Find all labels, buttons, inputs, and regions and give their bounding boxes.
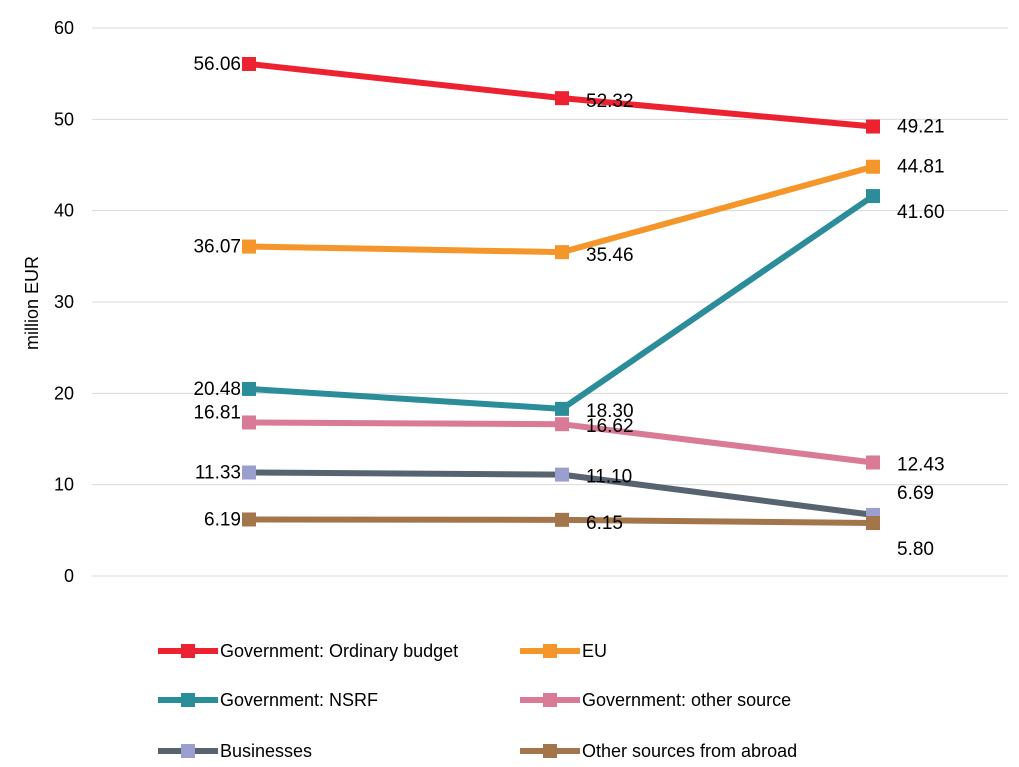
legend-swatch bbox=[158, 638, 218, 664]
legend-label: Government: other source bbox=[582, 689, 792, 710]
y-tick-label: 50 bbox=[54, 109, 74, 129]
legend: Government: Ordinary budget EU Government:… bbox=[0, 600, 1019, 767]
data-label-government-ordinary-budget: 49.21 bbox=[897, 117, 945, 138]
data-point-government-ordinary-budget bbox=[242, 56, 256, 71]
data-point-eu bbox=[866, 159, 880, 174]
data-point-government-other-source bbox=[242, 415, 256, 430]
legend-swatch bbox=[520, 687, 580, 713]
legend-label: Government: NSRF bbox=[220, 689, 379, 710]
y-tick-label: 20 bbox=[54, 383, 74, 403]
data-label-eu: 44.81 bbox=[897, 157, 945, 178]
data-label-other-sources-from-abroad: 5.80 bbox=[897, 539, 934, 560]
data-point-government-nsrf bbox=[866, 189, 880, 204]
data-label-government-other-source: 12.43 bbox=[897, 454, 945, 475]
data-point-government-ordinary-budget bbox=[555, 91, 569, 106]
data-label-government-nsrf: 18.30 bbox=[586, 401, 634, 422]
data-label-businesses: 11.33 bbox=[195, 463, 241, 484]
legend-item-businesses: Businesses bbox=[158, 738, 312, 764]
gridlines bbox=[92, 27, 1008, 577]
data-point-government-nsrf bbox=[555, 401, 569, 416]
data-point-government-nsrf bbox=[242, 381, 256, 396]
y-axis-title: million EUR bbox=[22, 256, 42, 350]
data-label-other-sources-from-abroad: 6.15 bbox=[586, 513, 623, 534]
legend-swatch bbox=[158, 687, 218, 713]
data-label-government-nsrf: 41.60 bbox=[897, 202, 945, 223]
data-label-businesses: 11.10 bbox=[586, 467, 632, 488]
data-label-government-ordinary-budget: 56.06 bbox=[193, 54, 241, 75]
data-point-other-sources-from-abroad bbox=[866, 516, 880, 531]
legend-item-eu: EU bbox=[520, 638, 607, 664]
legend-item-government-ordinary-budget: Government: Ordinary budget bbox=[158, 638, 458, 664]
data-point-businesses bbox=[555, 467, 569, 482]
data-label-government-other-source: 16.81 bbox=[193, 402, 241, 423]
data-label-businesses: 6.69 bbox=[897, 483, 934, 504]
data-labels: 56.06 52.32 49.21 36.07 35.46 44.81 20.48 18.30… bbox=[193, 54, 944, 560]
y-tick-label: 10 bbox=[54, 475, 74, 495]
data-label-government-ordinary-budget: 52.32 bbox=[586, 91, 634, 112]
y-axis-ticks: 0 10 20 30 40 50 60 bbox=[54, 18, 74, 586]
y-tick-label: 40 bbox=[54, 201, 74, 221]
data-label-eu: 36.07 bbox=[193, 237, 241, 258]
series-lines bbox=[246, 60, 876, 527]
data-point-other-sources-from-abroad bbox=[242, 512, 256, 527]
legend-swatch bbox=[520, 638, 580, 664]
data-point-businesses bbox=[242, 465, 256, 480]
data-label-government-nsrf: 20.48 bbox=[193, 379, 241, 400]
legend-label: EU bbox=[582, 640, 608, 661]
data-label-government-other-source: 16.62 bbox=[586, 416, 634, 437]
legend-swatch bbox=[520, 738, 580, 764]
y-tick-label: 0 bbox=[64, 566, 74, 586]
data-label-eu: 35.46 bbox=[586, 245, 634, 266]
data-point-eu bbox=[242, 239, 256, 254]
data-point-government-ordinary-budget bbox=[866, 119, 880, 134]
data-label-other-sources-from-abroad: 6.19 bbox=[204, 509, 241, 530]
legend-label: Government: Ordinary budget bbox=[220, 640, 459, 661]
data-point-eu bbox=[555, 245, 569, 260]
series-line-eu bbox=[246, 163, 876, 256]
legend-label: Businesses bbox=[220, 740, 313, 761]
data-point-other-sources-from-abroad bbox=[555, 512, 569, 527]
legend-swatch bbox=[158, 738, 218, 764]
legend-item-government-other-source: Government: other source bbox=[520, 687, 791, 713]
legend-item-government-nsrf: Government: NSRF bbox=[158, 687, 378, 713]
data-point-government-other-source bbox=[555, 417, 569, 432]
legend-label: Other sources from abroad bbox=[582, 740, 798, 761]
data-point-government-other-source bbox=[866, 455, 880, 470]
y-tick-label: 60 bbox=[54, 18, 74, 38]
series-markers bbox=[242, 56, 880, 531]
y-tick-label: 30 bbox=[54, 292, 74, 312]
legend-item-other-sources-from-abroad: Other sources from abroad bbox=[520, 738, 797, 764]
